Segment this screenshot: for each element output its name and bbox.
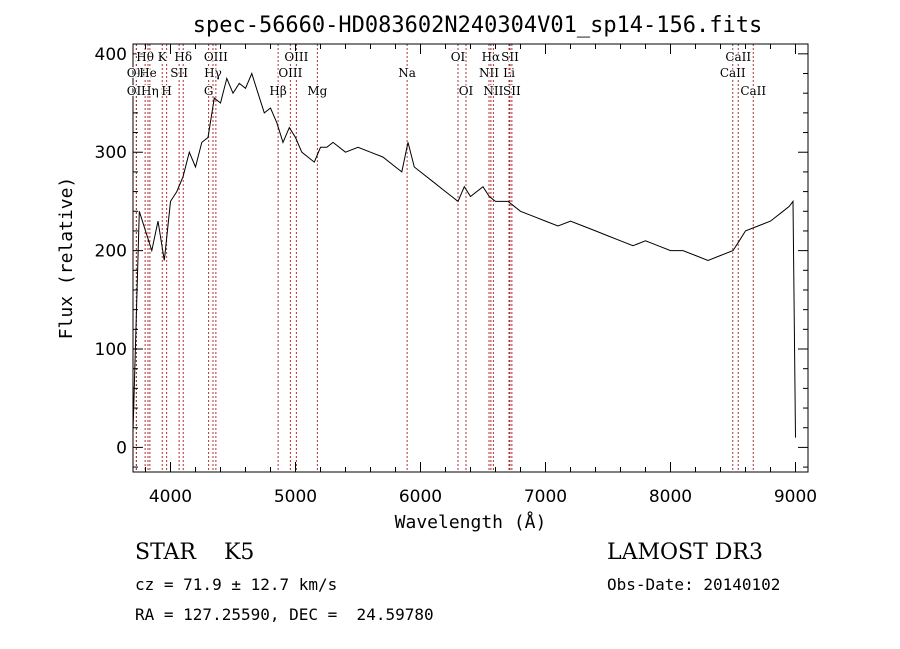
spectral-line-label: H [161,84,171,98]
spectral-line-label: Hα [482,50,501,64]
x-tick-label: 4000 [149,487,192,507]
spectral-line-label: NII [479,66,499,80]
y-tick-label: 400 [95,45,127,65]
obs-date: Obs-Date: 20140102 [607,575,781,594]
x-axis-label: Wavelength (Å) [395,511,547,533]
spectral-line-label: Hδ [174,50,192,64]
spectral-line-label: SII [503,84,521,98]
x-tick-label: 7000 [524,487,567,507]
spectrum-series-line [132,72,796,438]
spectral-line-label: Hγ [204,66,222,80]
x-tick-label: 8000 [649,487,692,507]
spectral-line-label: G [204,84,214,98]
spectral-line-label: K [158,50,168,64]
spectral-line-label: SII [501,50,519,64]
y-tick-label: 100 [95,340,127,360]
y-tick-label: 200 [95,242,127,262]
plot-frame [132,43,809,473]
spectral-line-label: Hη [141,84,159,98]
spectral-line-label: NII [483,84,503,98]
spectral-line-label: SII [170,66,188,80]
redshift-value: cz = 71.9 ± 12.7 km/s [135,575,338,594]
spectral-line-label: OIII [204,50,228,64]
spectral-line-label: OI [459,84,474,98]
spectral-line-label: Mg [307,84,327,98]
object-class: STAR K5 [135,540,255,565]
spectral-line-label: Li [503,66,515,80]
y-axis-label: Flux (relative) [56,177,77,340]
x-tick-label: 5000 [274,487,317,507]
spectral-line-label: CaII [740,84,766,98]
spectral-line-label: CaII [720,66,746,80]
spectral-line-label: He [139,66,157,80]
spectral-line-label: OII [127,84,147,98]
survey-label: LAMOST DR3 [607,540,763,565]
x-tick-label: 6000 [399,487,442,507]
spectral-line-label: Na [398,66,416,80]
spectral-line-label: OIII [284,50,308,64]
y-tick-label: 300 [95,143,127,163]
spectral-line-label: Hβ [269,84,286,98]
spectral-line-label: OIII [278,66,302,80]
spectral-line-label: OI [451,50,466,64]
spectral-line-label: CaII [725,50,751,64]
x-tick-label: 9000 [774,487,817,507]
y-tick-label: 0 [116,438,127,458]
spectral-line-label: OII [127,66,147,80]
chart-title: spec-56660-HD083602N240304V01_sp14-156.f… [193,13,763,38]
coordinates: RA = 127.25590, DEC = 24.59780 [135,605,434,624]
spectral-line-label: Hθ [136,50,154,64]
